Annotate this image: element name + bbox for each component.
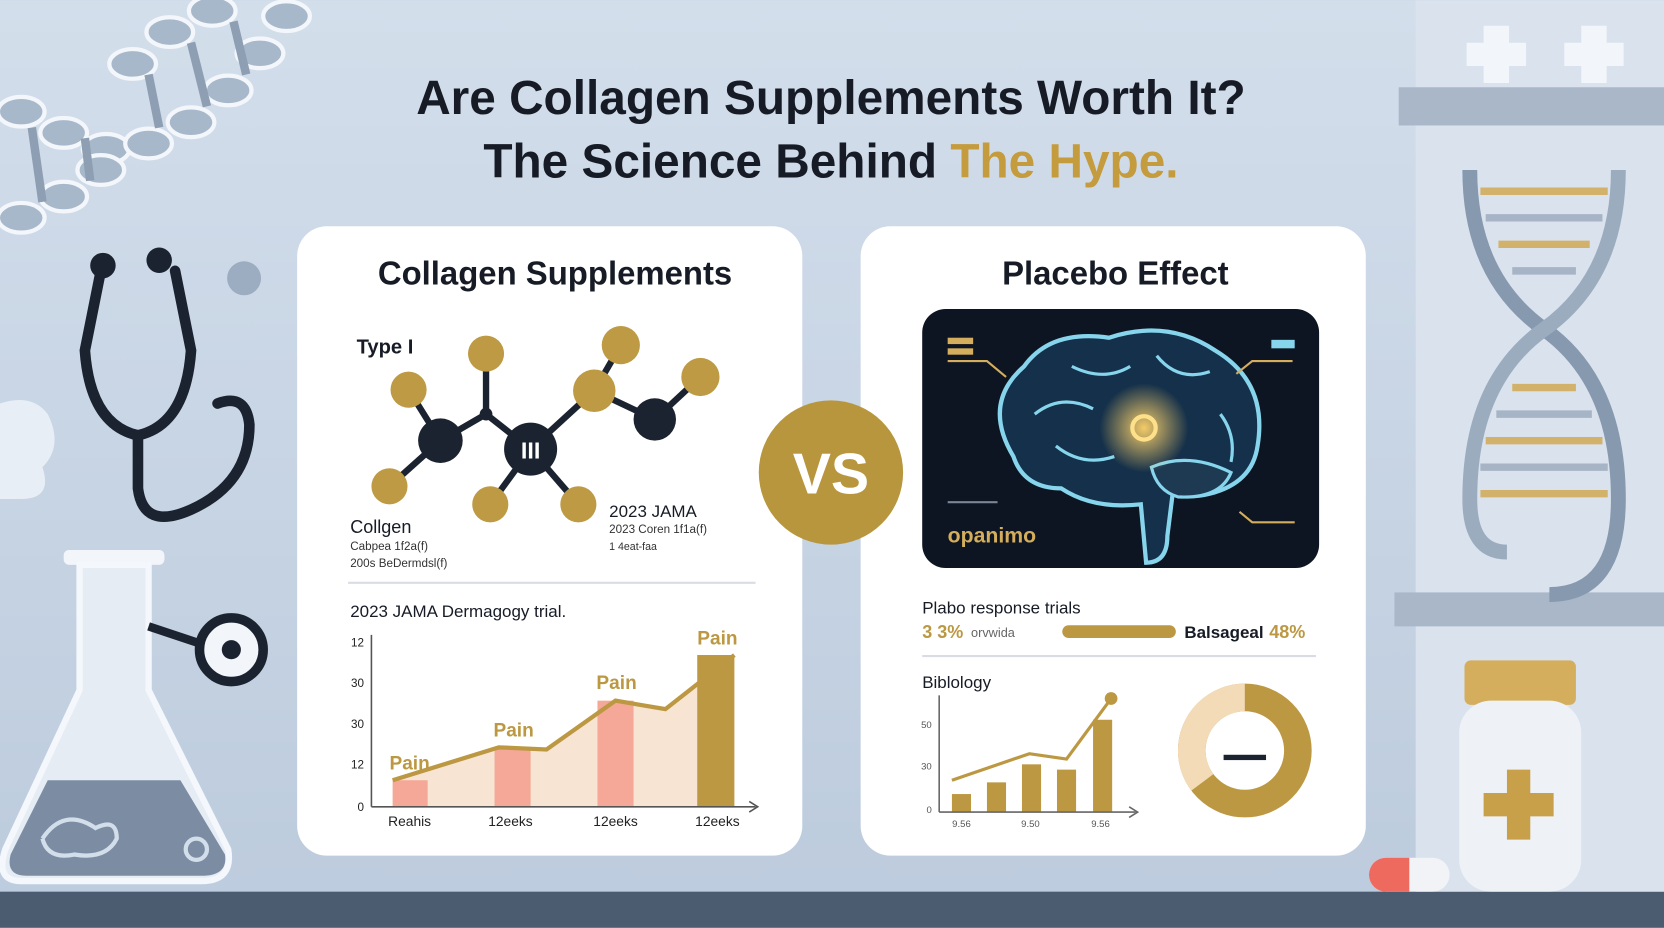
title-text: The Science Behind (483, 135, 937, 188)
card-title: Collagen Supplements (378, 255, 732, 292)
bar-label: Pain (493, 721, 533, 742)
progress-bar (1062, 625, 1176, 639)
bar (1021, 764, 1042, 813)
bar (494, 748, 531, 807)
stat-text: Balsageal (1184, 623, 1263, 642)
dna-right-rungs (1480, 187, 1608, 498)
left-chart (370, 634, 760, 813)
brain-label: opanimo (948, 525, 1036, 548)
caption: 2023 JAMA (609, 502, 697, 521)
x-label: 12eeks (488, 814, 533, 829)
axis-arrow (748, 800, 760, 813)
y-label: 30 (921, 762, 932, 773)
y-label: 50 (921, 720, 932, 731)
area (392, 655, 735, 807)
stethoscope (79, 265, 255, 522)
bar-label: Pain (596, 673, 636, 694)
shelf (1394, 592, 1664, 627)
type-label: Type I (357, 337, 414, 359)
callouts (947, 360, 1295, 524)
shelf (1398, 87, 1664, 126)
cross-icons (1466, 25, 1624, 84)
panel-icons (947, 337, 1295, 355)
cloud (0, 399, 55, 500)
right-chart (938, 692, 1140, 819)
x-label: 12eeks (695, 814, 740, 829)
bottle (1459, 660, 1582, 892)
y-label: 0 (926, 805, 931, 816)
y-label: 0 (358, 801, 365, 814)
x-label: 9.56 (952, 819, 971, 830)
title-line2: The Science Behind The Hype. (483, 135, 1178, 188)
donut-dash (1223, 754, 1267, 761)
dna-right (1462, 170, 1626, 602)
chart-caption: 2023 JAMA Dermagogy trial. (350, 602, 566, 621)
caption: 1 4eat-faa (609, 541, 657, 553)
bar (986, 782, 1007, 813)
molecule-atoms (371, 326, 720, 523)
dna-rungs (27, 20, 251, 203)
bar-label: Pain (697, 628, 737, 649)
caption: 2023 Coren 1f1a(f) (609, 523, 707, 536)
dna-decoration (0, 0, 312, 235)
caption: Collgen (350, 517, 411, 537)
section-title: Plabo response trials (922, 599, 1080, 618)
bar-label: Pain (389, 754, 429, 775)
bar (1093, 719, 1113, 813)
bar (1056, 769, 1077, 813)
y-label: 12 (351, 637, 364, 650)
bar (597, 700, 634, 807)
y-label: 30 (351, 718, 364, 731)
stat-value: 3 3% (922, 622, 963, 642)
pill (1368, 857, 1450, 892)
stat-value: 48% (1269, 622, 1305, 642)
section-title: Biblology (922, 673, 991, 692)
bubble (227, 261, 262, 296)
trend-line (392, 653, 736, 783)
brain-glow (1099, 383, 1189, 473)
caption: 200s BeDermdsl(f) (350, 557, 447, 570)
title-highlight: The Hype. (950, 135, 1178, 188)
stethoscope-tip (146, 247, 172, 273)
title-line1: Are Collagen Supplements Worth It? (416, 72, 1246, 125)
brain-spark (1130, 414, 1158, 442)
molecule-core (418, 398, 676, 476)
x-label: 9.50 (1021, 819, 1040, 830)
donut (1177, 683, 1312, 818)
trend-line (951, 697, 1113, 782)
card-title: Placebo Effect (1002, 255, 1229, 292)
trend-dot (1104, 692, 1118, 705)
stat-text: orvwida (971, 625, 1016, 640)
flask (0, 549, 268, 885)
y-label: 12 (351, 759, 364, 772)
x-label: 12eeks (593, 814, 638, 829)
x-label: Reahis (388, 814, 431, 829)
vs-badge (758, 400, 904, 545)
floor (0, 891, 1664, 928)
x-label: 9.56 (1091, 819, 1110, 830)
bar (392, 780, 428, 807)
vs-label: VS (793, 443, 869, 507)
y-label: 30 (351, 677, 364, 690)
axis-arrow (1128, 806, 1140, 819)
bar (951, 794, 972, 813)
caption: Cabpea 1f2a(f) (350, 540, 428, 553)
stethoscope-tip (90, 252, 116, 279)
molecule-label: III (521, 438, 540, 464)
